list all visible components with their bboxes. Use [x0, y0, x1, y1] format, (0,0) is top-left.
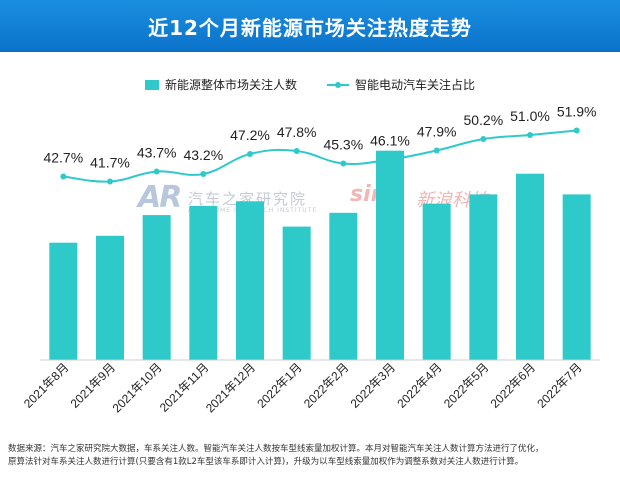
line-point-9 — [433, 147, 440, 154]
bar-7 — [329, 212, 358, 360]
bar-12 — [562, 194, 591, 360]
x-tick-label-11: 2022年6月 — [488, 360, 538, 410]
x-tick-label-3: 2021年10月 — [110, 360, 165, 415]
bar-11 — [516, 173, 544, 360]
bar-3 — [142, 215, 171, 360]
legend-bar-swatch — [144, 79, 159, 90]
x-tick-label-10: 2022年5月 — [441, 360, 491, 410]
footnote-line-2: 原算法针对车系关注人数进行计算(只要含有1款L2车型该车系即计入计算)，升级为以… — [8, 457, 524, 467]
x-tick-label-1: 2021年8月 — [21, 360, 71, 410]
legend-bar-label: 新能源整体市场关注人数 — [164, 78, 297, 92]
x-tick-label-9: 2022年4月 — [394, 360, 444, 410]
footnote-line-1: 数据来源：汽车之家研究院大数据，车系关注人数。智能汽车关注人数按车型线索量加权计… — [8, 444, 544, 454]
legend-line-swatch — [327, 80, 349, 90]
bar-5 — [236, 201, 264, 360]
x-tick-label-12: 2022年7月 — [534, 360, 584, 410]
header-banner: 近12个月新能源市场关注热度走势 — [0, 0, 620, 52]
bar-8 — [376, 150, 404, 360]
legend-item-bar: 新能源整体市场关注人数 — [144, 76, 297, 93]
line-data-label-10: 50.2% — [463, 112, 503, 128]
bar-6 — [282, 226, 311, 360]
line-point-1 — [60, 173, 67, 180]
line-point-8 — [387, 156, 393, 163]
autohome-name-watermark: 汽车之家研究院 — [188, 190, 308, 208]
line-point-5 — [247, 151, 253, 157]
line-point-11 — [527, 132, 533, 138]
line-data-label-11: 51.0% — [510, 108, 550, 124]
bar-2 — [96, 235, 124, 360]
bar-10 — [469, 194, 498, 360]
line-data-label-3: 43.7% — [137, 145, 177, 161]
line-data-label-12: 51.9% — [557, 104, 597, 120]
line-data-label-7: 45.3% — [323, 137, 363, 153]
bar-4 — [189, 205, 218, 360]
footnote: 数据来源：汽车之家研究院大数据，车系关注人数。智能汽车关注人数按车型线索量加权计… — [8, 443, 612, 469]
line-data-label-1: 42.7% — [43, 150, 83, 166]
bar-9 — [422, 203, 451, 360]
line-point-6 — [293, 148, 300, 154]
line-point-3 — [153, 168, 160, 175]
x-tick-label-7: 2022年2月 — [301, 360, 351, 410]
x-tick-label-8: 2022年3月 — [348, 360, 398, 410]
series-line-share — [63, 129, 577, 183]
x-tick-label-5: 2021年12月 — [203, 360, 258, 415]
line-point-4 — [200, 171, 207, 177]
x-tick-label-2: 2021年9月 — [68, 360, 118, 410]
line-point-2 — [107, 178, 113, 185]
line-data-label-4: 43.2% — [183, 147, 223, 163]
legend-item-line: 智能电动汽车关注占比 — [327, 76, 475, 93]
chart-legend: 新能源整体市场关注人数 智能电动汽车关注占比 — [0, 76, 620, 93]
autohome-logo-watermark: AR — [138, 180, 182, 215]
line-data-label-5: 47.2% — [230, 127, 270, 143]
line-point-10 — [480, 136, 487, 142]
bar-1 — [49, 242, 78, 360]
line-data-label-8: 46.1% — [370, 133, 410, 149]
line-point-12 — [573, 127, 580, 134]
line-data-label-6: 47.8% — [277, 124, 317, 140]
page-title: 近12个月新能源市场关注热度走势 — [148, 15, 472, 40]
legend-line-label: 智能电动汽车关注占比 — [355, 78, 476, 92]
line-point-7 — [340, 160, 347, 167]
line-data-label-2: 41.7% — [90, 155, 130, 171]
combo-chart: 42.7% 41.7% 43.7% 43.2% 47.2% 47.8% 45.3% 46.1%… — [21, 104, 600, 415]
line-data-label-9: 47.9% — [417, 124, 457, 140]
x-tick-label-6: 2022年1月 — [254, 360, 304, 410]
